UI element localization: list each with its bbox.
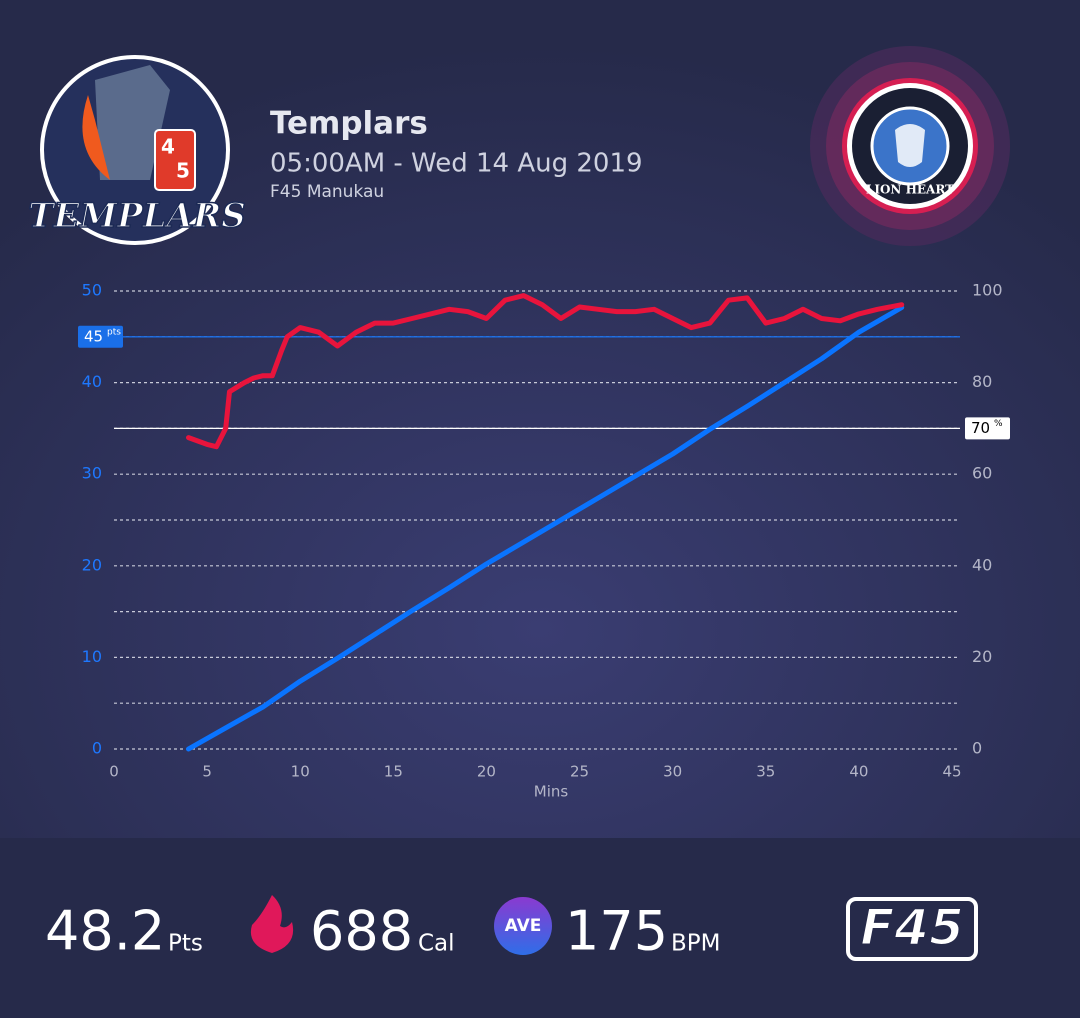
stat-value: 175 xyxy=(565,900,668,963)
x-tick-label: 25 xyxy=(570,763,589,781)
x-tick-label: 45 xyxy=(942,763,961,781)
x-axis-label: Mins xyxy=(534,783,569,801)
x-tick-label: 30 xyxy=(663,763,682,781)
brand-text: F45 xyxy=(860,899,964,957)
y2-tick-label: 100 xyxy=(972,281,1003,300)
y-tick-label: 40 xyxy=(82,372,102,391)
opponent-logo: LION HEART xyxy=(810,46,1010,246)
x-tick-label: 40 xyxy=(849,763,868,781)
reference-unit: pts xyxy=(107,327,121,337)
team-logo: 4 5 TEMPLARS xyxy=(27,55,247,245)
y-tick-label: 50 xyxy=(82,281,102,300)
datetime: 05:00AM - Wed 14 Aug 2019 xyxy=(270,149,643,179)
series-line xyxy=(186,305,905,752)
y-tick-label: 0 xyxy=(92,739,102,758)
series-line xyxy=(186,293,905,450)
y-tick-label: 20 xyxy=(82,555,102,574)
y2-tick-label: 40 xyxy=(972,555,992,574)
x-tick-label: 0 xyxy=(109,763,119,781)
logo-text: TEMPLARS xyxy=(28,196,246,236)
x-tick-label: 35 xyxy=(756,763,775,781)
reference-label: 45 xyxy=(84,327,103,345)
team-title: Templars xyxy=(270,106,428,142)
stat-unit: BPM xyxy=(671,931,721,957)
logo-number: 5 xyxy=(176,159,190,183)
flame-icon xyxy=(250,895,294,953)
x-tick-label: 20 xyxy=(477,763,496,781)
x-tick-label: 15 xyxy=(384,763,403,781)
y2-tick-label: 20 xyxy=(972,647,992,666)
x-tick-label: 10 xyxy=(291,763,310,781)
location: F45 Manukau xyxy=(270,182,384,202)
logo-number: 4 xyxy=(161,135,175,159)
reference-unit: % xyxy=(994,419,1003,429)
ave-badge-text: AVE xyxy=(505,916,542,936)
logo-text: LION HEART xyxy=(866,183,954,197)
y2-tick-label: 0 xyxy=(972,739,982,758)
stat-value: 48.2 xyxy=(45,900,165,963)
brand-logo: F45 xyxy=(846,897,978,961)
stat-value: 688 xyxy=(310,900,413,963)
stat-unit: Pts xyxy=(168,931,203,957)
reference-label-box xyxy=(78,325,123,348)
y-tick-label: 10 xyxy=(82,647,102,666)
ave-badge xyxy=(494,897,552,955)
y2-tick-label: 80 xyxy=(972,372,992,391)
stat-unit: Cal xyxy=(418,931,455,957)
y2-tick-label: 60 xyxy=(972,464,992,483)
reference-label: 70 xyxy=(971,419,990,437)
reference-label-box xyxy=(965,417,1010,440)
y-tick-label: 30 xyxy=(82,464,102,483)
chart: 0 10 20 30 40 50 0 20 40 60 80 100 0 5 10 15 20 25 30 35 40 4… xyxy=(78,281,1010,801)
x-tick-label: 5 xyxy=(202,763,212,781)
